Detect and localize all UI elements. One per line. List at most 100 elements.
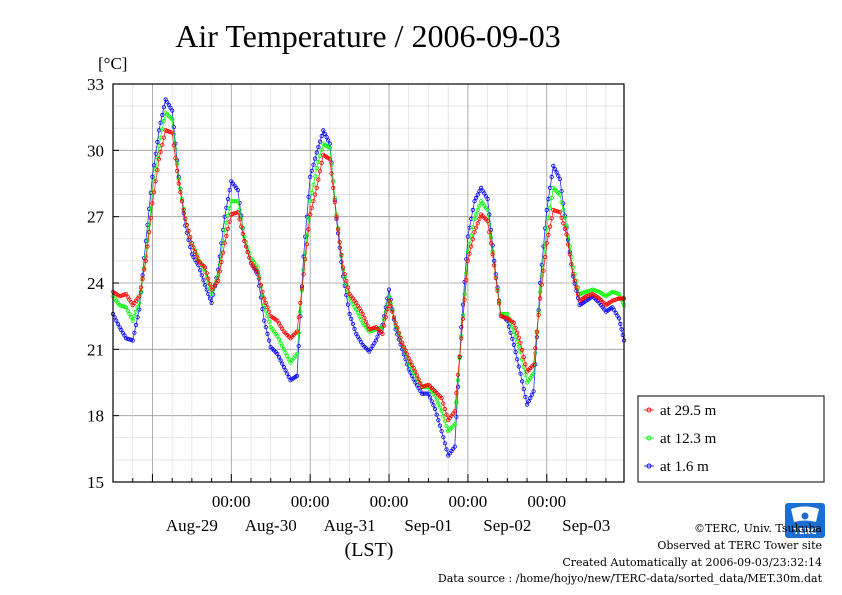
series-point bbox=[557, 177, 563, 182]
series-point bbox=[299, 286, 305, 291]
series-point bbox=[285, 371, 290, 376]
series-point bbox=[148, 215, 153, 220]
series-point bbox=[473, 225, 479, 230]
series-point bbox=[194, 254, 199, 259]
series-point bbox=[335, 227, 341, 232]
x-tick-label: 00:00 bbox=[527, 492, 566, 511]
series-point bbox=[454, 400, 459, 405]
series-point bbox=[326, 138, 331, 143]
series-point bbox=[441, 414, 446, 419]
series-point bbox=[549, 216, 554, 221]
series-point bbox=[225, 226, 231, 231]
series-point bbox=[386, 294, 392, 299]
series-point bbox=[327, 157, 332, 162]
data-source-text: Data source : /home/hojyo/new/TERC-data/… bbox=[438, 572, 823, 585]
series-point bbox=[513, 349, 518, 355]
series-point bbox=[312, 156, 318, 161]
series-point bbox=[515, 330, 520, 335]
series-point bbox=[176, 181, 181, 186]
y-tick-label: 15 bbox=[87, 473, 104, 492]
series-point bbox=[390, 309, 395, 314]
series-point bbox=[281, 347, 286, 352]
series-point bbox=[391, 315, 397, 320]
x-tick-label: 00:00 bbox=[370, 492, 409, 511]
series-point bbox=[544, 207, 549, 213]
series-point bbox=[209, 300, 214, 305]
series-point bbox=[464, 270, 469, 276]
series-point bbox=[156, 157, 162, 162]
series-point bbox=[569, 262, 574, 267]
series-point bbox=[619, 327, 624, 332]
series-point bbox=[275, 351, 280, 356]
series-point bbox=[416, 377, 421, 382]
series-point bbox=[436, 417, 441, 423]
series-point bbox=[516, 335, 521, 340]
series-point bbox=[383, 315, 388, 320]
series-point bbox=[221, 250, 226, 255]
series-point bbox=[403, 348, 408, 353]
series-point bbox=[173, 156, 178, 161]
series-point bbox=[358, 317, 364, 322]
series-point bbox=[286, 374, 291, 380]
series-point bbox=[314, 185, 319, 190]
series-point bbox=[519, 347, 525, 352]
plot-area: 15 18 21 24 27 30 33 00:00 00:00 00:00 00:00 00:00 A… bbox=[87, 75, 825, 535]
series-point bbox=[314, 150, 319, 155]
series-point bbox=[227, 206, 232, 211]
series-point bbox=[222, 241, 227, 246]
series-point bbox=[298, 300, 303, 305]
series-point bbox=[283, 350, 288, 355]
series-point bbox=[470, 237, 475, 242]
observed-text: Observed at TERC Tower site bbox=[657, 539, 822, 552]
series-point bbox=[442, 441, 447, 446]
series-point bbox=[536, 312, 541, 318]
series-point bbox=[531, 371, 536, 376]
series-point bbox=[439, 395, 444, 401]
series-point bbox=[334, 214, 339, 219]
series-point bbox=[470, 207, 475, 213]
series-point bbox=[189, 241, 194, 246]
series-point bbox=[127, 311, 132, 317]
series-point bbox=[275, 333, 280, 339]
legend-marker bbox=[646, 407, 652, 413]
series-point bbox=[487, 230, 492, 235]
series-point bbox=[125, 308, 130, 313]
series-point bbox=[409, 362, 415, 367]
series-point bbox=[329, 162, 334, 167]
series-point bbox=[434, 397, 439, 402]
series-point bbox=[278, 340, 283, 345]
series-point bbox=[529, 392, 535, 397]
series-point bbox=[234, 199, 239, 204]
series-point bbox=[124, 305, 129, 310]
series-point bbox=[503, 311, 508, 317]
series-point bbox=[444, 412, 449, 417]
x-day-label: Sep-01 bbox=[404, 516, 452, 535]
series-point bbox=[153, 179, 158, 184]
series-point bbox=[505, 311, 510, 317]
series-point bbox=[472, 216, 477, 221]
series-point bbox=[175, 168, 180, 173]
series-point bbox=[160, 112, 165, 118]
series-point bbox=[329, 171, 334, 176]
logo-text: TERC bbox=[794, 527, 817, 536]
series-point bbox=[472, 230, 477, 235]
series-point bbox=[441, 435, 446, 440]
series-point bbox=[426, 391, 431, 396]
series-point bbox=[331, 185, 336, 190]
series-point bbox=[516, 364, 521, 369]
series-point bbox=[616, 316, 622, 321]
series-point bbox=[475, 207, 480, 213]
series-point bbox=[496, 301, 502, 306]
series-point bbox=[511, 320, 517, 325]
series-point bbox=[462, 297, 467, 302]
series-point bbox=[202, 283, 208, 288]
series-point bbox=[365, 323, 370, 328]
series-point bbox=[572, 278, 577, 283]
series-point bbox=[316, 177, 321, 182]
series-point bbox=[381, 323, 387, 328]
series-point bbox=[490, 252, 495, 257]
series-point bbox=[345, 285, 351, 290]
series-point bbox=[473, 195, 479, 200]
series-point bbox=[406, 356, 411, 361]
series-point bbox=[350, 321, 355, 326]
